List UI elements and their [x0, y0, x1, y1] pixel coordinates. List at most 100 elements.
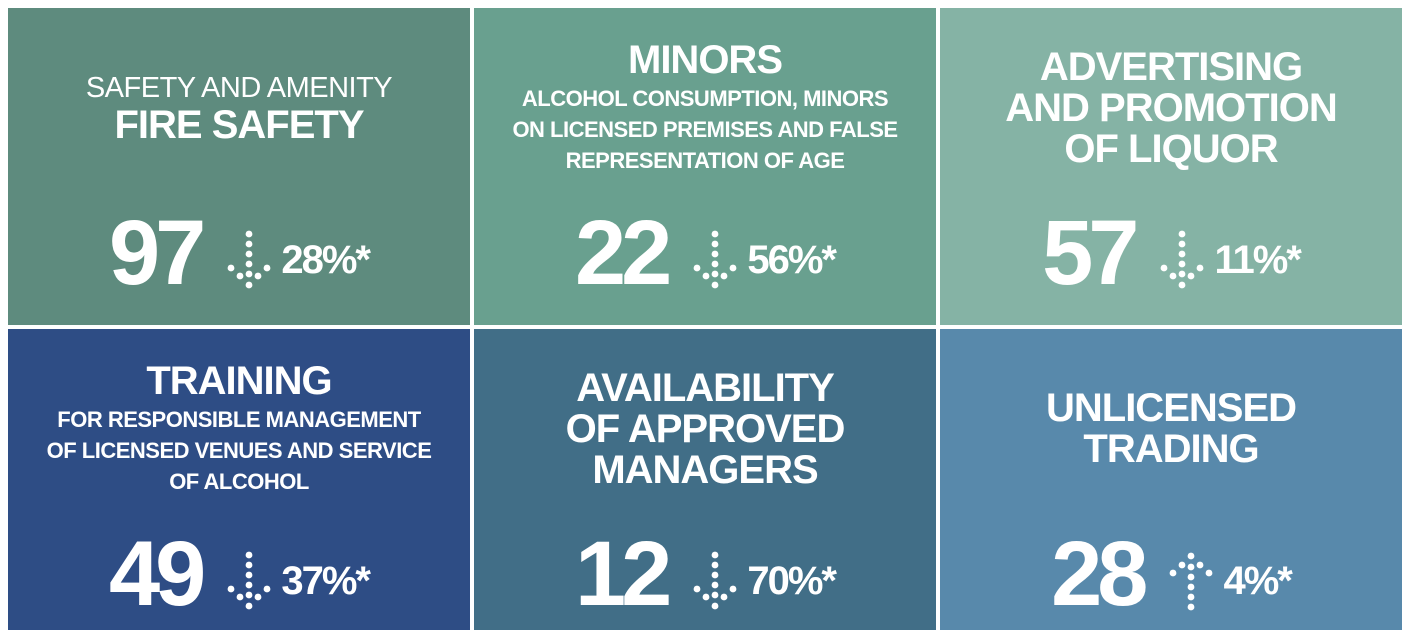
arrow-dot [263, 264, 271, 272]
arrow-dot [245, 551, 253, 559]
subtitle-line: OF LICENSED VENUES AND SERVICE [46, 438, 432, 463]
figure: 22 56%* [474, 198, 936, 308]
arrow-dot [227, 585, 235, 593]
subtitle-line: ON LICENSED PREMISES AND FALSE [512, 117, 898, 142]
arrow-dot [711, 230, 719, 238]
arrow-dot [245, 571, 253, 579]
count: 97 [109, 201, 206, 304]
arrow-dot [711, 250, 719, 258]
arrow-dot [1188, 272, 1195, 280]
lead-line: SAFETY AND AMENITY [85, 71, 393, 104]
arrow-dot [1161, 264, 1168, 272]
arrow-dot [711, 591, 719, 599]
arrow-dot [245, 281, 253, 289]
figure: 28 4%* [940, 519, 1402, 629]
arrow-dot [245, 591, 253, 599]
title-line: MINORS [628, 38, 783, 82]
subtitle: ALCOHOL CONSUMPTION, MINORS ON LICENSED P… [512, 83, 898, 176]
count: 12 [575, 522, 672, 625]
arrow-dot [245, 240, 253, 248]
tile: TRAINING FOR RESPONSIBLE MANAGEMENT OF LIC… [8, 329, 470, 630]
tile-grid: SAFETY AND AMENITY FIRE SAFETY 97 28%* MINOR… [8, 8, 1402, 630]
arrow-dot [711, 571, 719, 579]
tile-heading: ADVERTISING AND PROMOTION OF LIQUOR [940, 8, 1402, 208]
title-line: TRAINING [146, 359, 332, 403]
figure: 49 37%* [8, 519, 470, 629]
arrow-dot [254, 272, 262, 280]
arrow-dot [1197, 264, 1204, 272]
arrow-dot [711, 581, 719, 589]
arrow-dot [1188, 552, 1195, 560]
arrow-dot [245, 581, 253, 589]
arrow-dot [245, 270, 253, 278]
arrow-dot [1179, 270, 1186, 278]
arrow-down [1161, 230, 1204, 289]
arrow-dot [1179, 561, 1186, 569]
arrow-dot [702, 593, 710, 601]
arrow-down [693, 230, 737, 289]
count: 49 [109, 522, 206, 625]
figure: 57 11%* [940, 198, 1402, 308]
title-line: UNLICENSED [1045, 386, 1297, 430]
arrow-dot [245, 602, 253, 610]
arrow-dot [236, 593, 244, 601]
title-line: OF LIQUOR [1064, 126, 1278, 171]
subtitle: FOR RESPONSIBLE MANAGEMENT OF LICENSED VE… [47, 404, 432, 497]
arrow-up [1170, 552, 1213, 611]
arrow-dot [236, 272, 244, 280]
arrow-dot [1179, 260, 1186, 268]
change: 11%* [1214, 237, 1301, 282]
arrow-dot [1188, 563, 1195, 571]
tile: UNLICENSED TRADING 28 4%* [940, 329, 1402, 630]
title-line: AND PROMOTION [1005, 85, 1337, 130]
arrow-dot [729, 585, 737, 593]
count: 22 [575, 201, 672, 304]
tile: ADVERTISING AND PROMOTION OF LIQUOR 57 11%* [940, 8, 1402, 325]
arrow-dot [1170, 569, 1177, 577]
arrow-dot [1188, 603, 1195, 611]
arrow-down [693, 551, 737, 610]
tile-heading: MINORS ALCOHOL CONSUMPTION, MINORS ON LICE… [474, 8, 936, 208]
arrow-dot [729, 264, 737, 272]
title-line: AVAILABILITY [576, 365, 835, 410]
subtitle-line: REPRESENTATION OF AGE [565, 148, 845, 173]
arrow-dot [1179, 250, 1186, 258]
title-line: OF APPROVED [565, 406, 846, 451]
arrow-dot [227, 264, 235, 272]
count: 57 [1042, 201, 1139, 304]
arrow-dot [254, 593, 262, 601]
subtitle-line: OF ALCOHOL [169, 469, 309, 494]
tile-heading: UNLICENSED TRADING [940, 329, 1402, 529]
tile: AVAILABILITY OF APPROVED MANAGERS 12 70%* [474, 329, 936, 630]
tile: SAFETY AND AMENITY FIRE SAFETY 97 28%* [8, 8, 470, 325]
figure: 97 28%* [8, 198, 470, 308]
change: 4%* [1223, 558, 1292, 603]
tile-heading: AVAILABILITY OF APPROVED MANAGERS [474, 329, 936, 529]
arrow-dot [1197, 561, 1204, 569]
change: 70%* [747, 558, 837, 603]
title-line: ADVERTISING [1039, 44, 1303, 89]
arrow-dot [711, 602, 719, 610]
change: 56%* [747, 237, 837, 282]
arrow-dot [245, 561, 253, 569]
change: 37%* [281, 558, 371, 603]
arrow-dot [693, 264, 701, 272]
arrow-dot [711, 240, 719, 248]
arrow-dot [711, 551, 719, 559]
count: 28 [1051, 522, 1148, 625]
change: 28%* [281, 237, 371, 282]
arrow-dot [1188, 573, 1195, 581]
arrow-dot [711, 281, 719, 289]
arrow-dot [1179, 230, 1186, 238]
tile: MINORS ALCOHOL CONSUMPTION, MINORS ON LICE… [474, 8, 936, 325]
subtitle-line: FOR RESPONSIBLE MANAGEMENT [57, 407, 421, 432]
subtitle-line: ALCOHOL CONSUMPTION, MINORS [521, 86, 889, 111]
arrow-dot [702, 272, 710, 280]
figure: 12 70%* [474, 519, 936, 629]
arrow-dot [1179, 281, 1186, 289]
title-line: MANAGERS [592, 447, 818, 492]
tile-heading: TRAINING FOR RESPONSIBLE MANAGEMENT OF LIC… [8, 329, 470, 529]
arrow-dot [245, 250, 253, 258]
arrow-dot [245, 230, 253, 238]
